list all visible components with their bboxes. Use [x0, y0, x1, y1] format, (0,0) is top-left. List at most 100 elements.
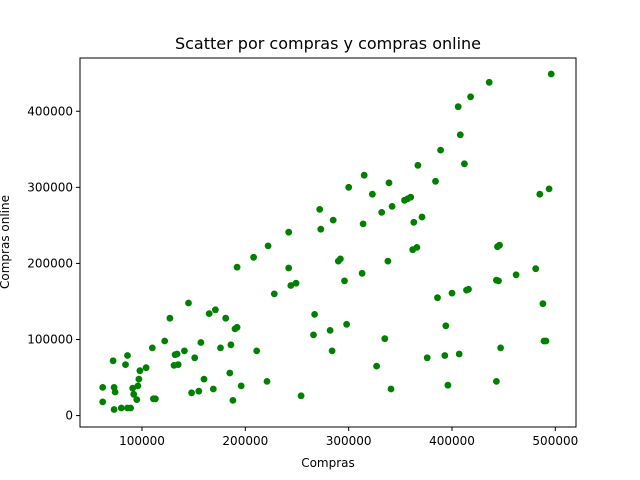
data-point — [381, 335, 389, 343]
data-point — [310, 331, 317, 339]
data-point — [173, 350, 181, 358]
y-tick-label: 200000 — [27, 256, 73, 270]
data-point — [134, 382, 142, 390]
data-point — [133, 396, 141, 403]
data-point — [542, 337, 550, 345]
data-point — [99, 384, 107, 391]
data-point — [385, 179, 393, 187]
data-point — [200, 375, 208, 383]
data-point — [99, 398, 107, 406]
data-point — [229, 397, 237, 404]
data-point — [142, 364, 150, 372]
data-point — [129, 384, 137, 392]
y-tick-label: 100000 — [27, 333, 73, 347]
data-point — [455, 350, 463, 358]
data-point — [441, 352, 449, 359]
data-point — [465, 285, 472, 293]
x-tick-label: 100000 — [119, 434, 165, 448]
y-tick-label: 300000 — [27, 180, 73, 194]
data-point — [448, 289, 456, 297]
chart-title: Scatter por compras y compras online — [175, 34, 481, 53]
data-point — [337, 255, 344, 263]
data-point — [343, 320, 350, 328]
data-point — [373, 362, 380, 370]
x-axis-label: Compras — [301, 456, 355, 470]
data-point — [136, 367, 144, 375]
data-point — [317, 225, 325, 233]
data-point — [148, 344, 156, 352]
data-point — [212, 306, 219, 314]
data-point — [345, 183, 353, 191]
data-point — [135, 375, 143, 383]
data-point — [263, 378, 271, 385]
data-point — [414, 161, 422, 169]
data-point — [127, 404, 134, 412]
data-point — [329, 216, 337, 224]
data-point — [316, 206, 324, 213]
data-point — [124, 352, 131, 359]
data-point — [413, 244, 421, 251]
data-point — [437, 146, 444, 154]
data-point — [188, 389, 196, 397]
data-point — [539, 300, 547, 308]
data-point — [410, 218, 418, 226]
data-point — [117, 404, 125, 412]
data-point — [454, 103, 462, 111]
data-point — [328, 347, 336, 355]
data-point — [237, 382, 245, 390]
y-tick-label: 0 — [65, 409, 73, 423]
y-axis-label: Compras online — [0, 195, 12, 289]
data-point — [545, 185, 553, 193]
data-point — [341, 277, 348, 285]
data-point — [109, 357, 117, 365]
data-point — [512, 271, 520, 279]
plot-frame — [79, 57, 577, 428]
data-point — [432, 177, 439, 185]
data-point — [532, 265, 540, 273]
data-point — [233, 323, 241, 331]
data-point — [311, 311, 318, 318]
data-point — [378, 209, 386, 216]
data-point — [233, 263, 241, 271]
data-point — [360, 171, 368, 179]
data-point — [226, 369, 234, 377]
data-point — [264, 242, 272, 250]
data-point — [185, 299, 192, 307]
x-axis-ticks: 100000 200000 300000 400000 500000 — [119, 427, 578, 448]
data-point — [209, 385, 217, 393]
data-point — [110, 406, 118, 413]
data-point — [161, 337, 169, 345]
data-point — [358, 269, 366, 277]
data-point — [217, 344, 224, 352]
data-point — [418, 213, 426, 221]
data-point — [222, 314, 230, 322]
data-point — [130, 390, 138, 398]
data-point — [122, 361, 129, 368]
data-point — [493, 378, 500, 385]
data-point — [285, 228, 293, 236]
data-point — [536, 190, 544, 198]
data-point — [407, 193, 415, 201]
x-tick-label: 300000 — [326, 434, 372, 448]
data-point — [326, 327, 334, 334]
data-point — [292, 279, 300, 287]
data-point — [456, 131, 464, 139]
data-point — [197, 339, 205, 346]
data-point — [461, 160, 468, 168]
data-point — [547, 70, 555, 78]
data-point — [444, 381, 452, 389]
data-point — [205, 310, 213, 317]
y-axis-ticks: 0 100000 200000 300000 400000 — [27, 104, 80, 423]
y-tick-label: 400000 — [27, 104, 73, 118]
data-point — [467, 93, 474, 101]
data-point — [270, 290, 278, 298]
data-point — [166, 314, 174, 322]
data-point — [152, 395, 159, 403]
data-point — [485, 78, 493, 86]
data-point — [384, 257, 392, 265]
data-point — [369, 190, 376, 198]
data-point — [495, 277, 502, 285]
data-point — [227, 341, 235, 349]
data-point — [442, 322, 450, 330]
